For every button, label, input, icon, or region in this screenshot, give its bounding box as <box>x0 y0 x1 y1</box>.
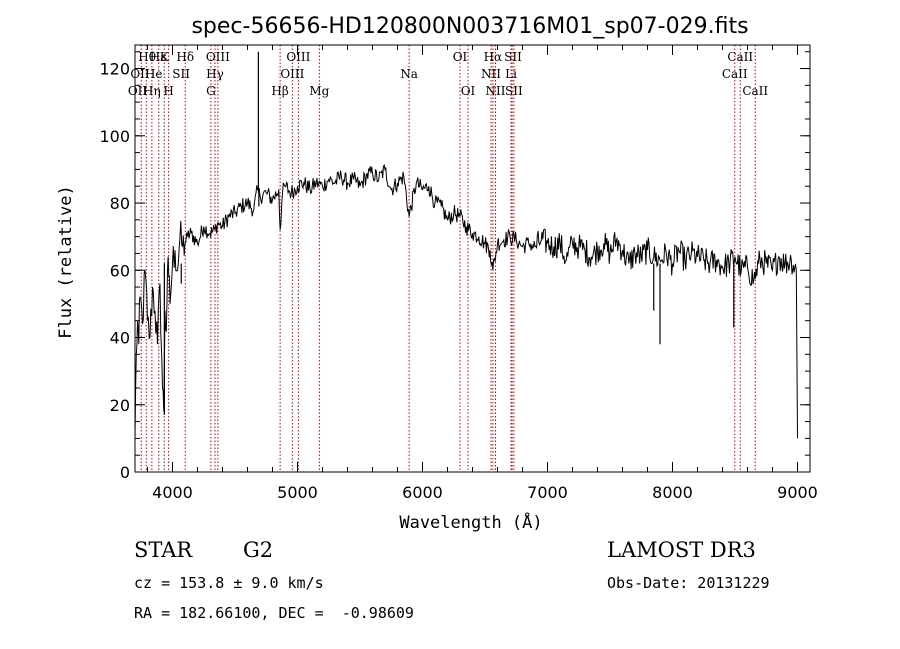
line-label: NII <box>481 67 501 81</box>
y-tick-label: 40 <box>110 329 130 348</box>
line-label: OIII <box>280 67 304 81</box>
line-label: Li <box>505 67 517 81</box>
spectral-line-markers <box>140 45 756 472</box>
line-label: Hδ <box>176 50 194 64</box>
line-label: SII <box>505 84 523 98</box>
spectrum-line <box>134 163 798 439</box>
line-label: OIII <box>286 50 310 64</box>
x-tick-label: 4000 <box>152 483 193 502</box>
y-tick-label: 20 <box>110 396 130 415</box>
line-label: Hη <box>143 84 161 98</box>
x-axis-label: Wavelength (Å) <box>399 511 542 533</box>
chart-title: spec-56656-HD120800N003716M01_sp07-029.f… <box>191 14 748 39</box>
redshift-velocity: cz = 153.8 ± 9.0 km/s <box>134 574 324 592</box>
x-tick-label: 7000 <box>527 483 568 502</box>
line-label: OI <box>461 84 476 98</box>
line-label: CaII <box>727 50 753 64</box>
line-label: Hγ <box>206 67 224 81</box>
line-label: H <box>163 84 173 98</box>
object-class: STAR <box>134 538 193 562</box>
line-label: He <box>145 67 163 81</box>
y-tick-label: 60 <box>110 261 130 280</box>
y-tick-label: 80 <box>110 194 130 213</box>
line-label: OII <box>128 84 148 98</box>
x-tick-label: 5000 <box>277 483 318 502</box>
x-tick-label: 8000 <box>652 483 693 502</box>
axis-tick-labels: 4000 5000 6000 7000 8000 9000 0 20 40 60 80 100 120 <box>99 60 817 502</box>
plot-frame <box>134 44 811 473</box>
line-label: CaII <box>722 67 748 81</box>
object-subclass: G2 <box>243 538 274 562</box>
survey-name: LAMOST DR3 <box>607 538 756 562</box>
y-axis-label: Flux (relative) <box>56 185 76 339</box>
y-tick-label: 0 <box>120 463 130 482</box>
observation-date: Obs-Date: 20131229 <box>607 574 770 592</box>
line-label: Mg <box>309 84 329 98</box>
line-label: Hα <box>484 50 503 64</box>
line-label: K <box>160 50 170 64</box>
y-tick-label: 100 <box>99 127 130 146</box>
y-tick-label: 120 <box>99 60 130 79</box>
line-label: Hθ <box>138 50 156 64</box>
line-label: NII <box>486 84 506 98</box>
line-label: G <box>206 84 216 98</box>
line-label: OI <box>453 50 468 64</box>
line-label: Hβ <box>271 84 288 98</box>
x-tick-label: 9000 <box>777 483 818 502</box>
coordinates: RA = 182.66100, DEC = -0.98609 <box>134 604 414 622</box>
line-label: Hε <box>150 50 167 64</box>
spectrum-series <box>134 51 798 439</box>
line-label: Na <box>400 67 418 81</box>
line-label: CaII <box>742 84 768 98</box>
line-label: SII <box>172 67 190 81</box>
line-label: OIII <box>206 50 230 64</box>
x-tick-label: 6000 <box>402 483 443 502</box>
line-label: SII <box>504 50 522 64</box>
axis-ticks <box>135 45 810 473</box>
